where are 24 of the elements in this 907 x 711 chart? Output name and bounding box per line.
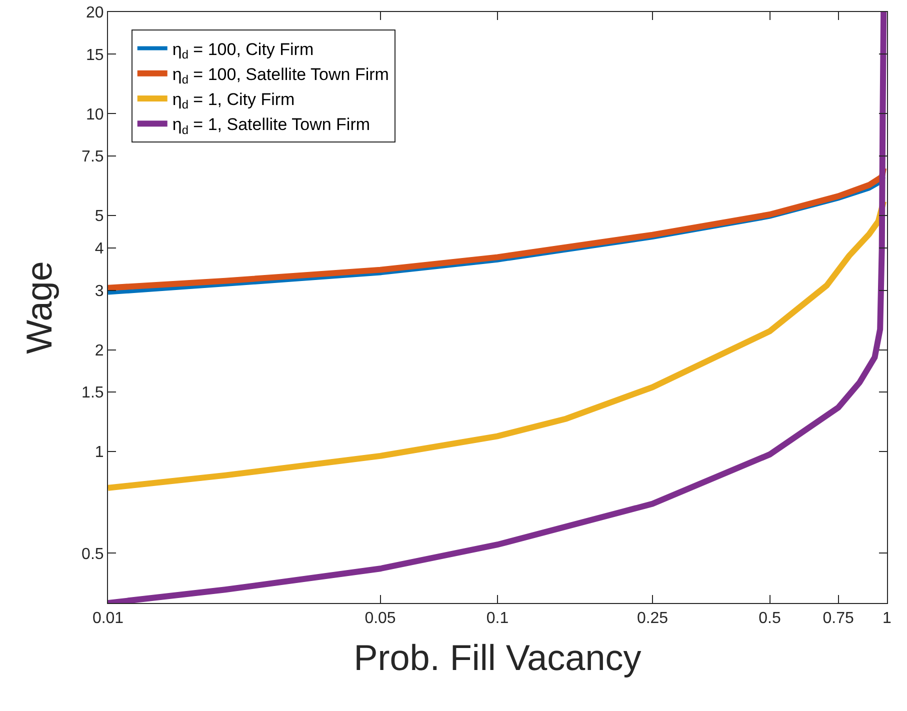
y-tick-label: 5 bbox=[94, 208, 104, 225]
x-tick-label: 0.01 bbox=[92, 610, 124, 628]
x-tick-label: 0.25 bbox=[636, 610, 668, 628]
legend-label: η$_{d}$ = 100, City Firm bbox=[172, 40, 314, 62]
x-tick-label: 1 bbox=[882, 610, 892, 628]
legend-label: η$_{d}$ = 100, Satellite Town Firm bbox=[172, 65, 389, 87]
legend-label: η$_{d}$ = 1, Satellite Town Firm bbox=[172, 115, 370, 137]
y-tick-label: 1 bbox=[94, 444, 104, 462]
legend-label: η$_{d}$ = 1, City Firm bbox=[172, 90, 295, 112]
y-axis-title: Wage bbox=[18, 261, 60, 354]
y-tick-label: 4 bbox=[94, 240, 104, 258]
y-tick-label: 1.5 bbox=[82, 384, 104, 402]
y-tick-label: 3 bbox=[94, 282, 104, 300]
x-tick-label: 0.05 bbox=[364, 610, 396, 628]
y-tick-label: 10 bbox=[86, 106, 104, 124]
y-tick-label: 2 bbox=[94, 342, 104, 360]
y-tick-label: 20 bbox=[86, 4, 104, 22]
y-tick-label: 15 bbox=[86, 46, 104, 64]
x-tick-label: 0.5 bbox=[758, 610, 781, 628]
x-tick-label: 0.1 bbox=[486, 610, 509, 628]
x-tick-label: 0.75 bbox=[822, 610, 854, 628]
x-axis-title: Prob. Fill Vacancy bbox=[354, 636, 642, 678]
y-tick-label: 0.5 bbox=[82, 546, 104, 563]
y-tick-label: 7.5 bbox=[82, 148, 104, 166]
